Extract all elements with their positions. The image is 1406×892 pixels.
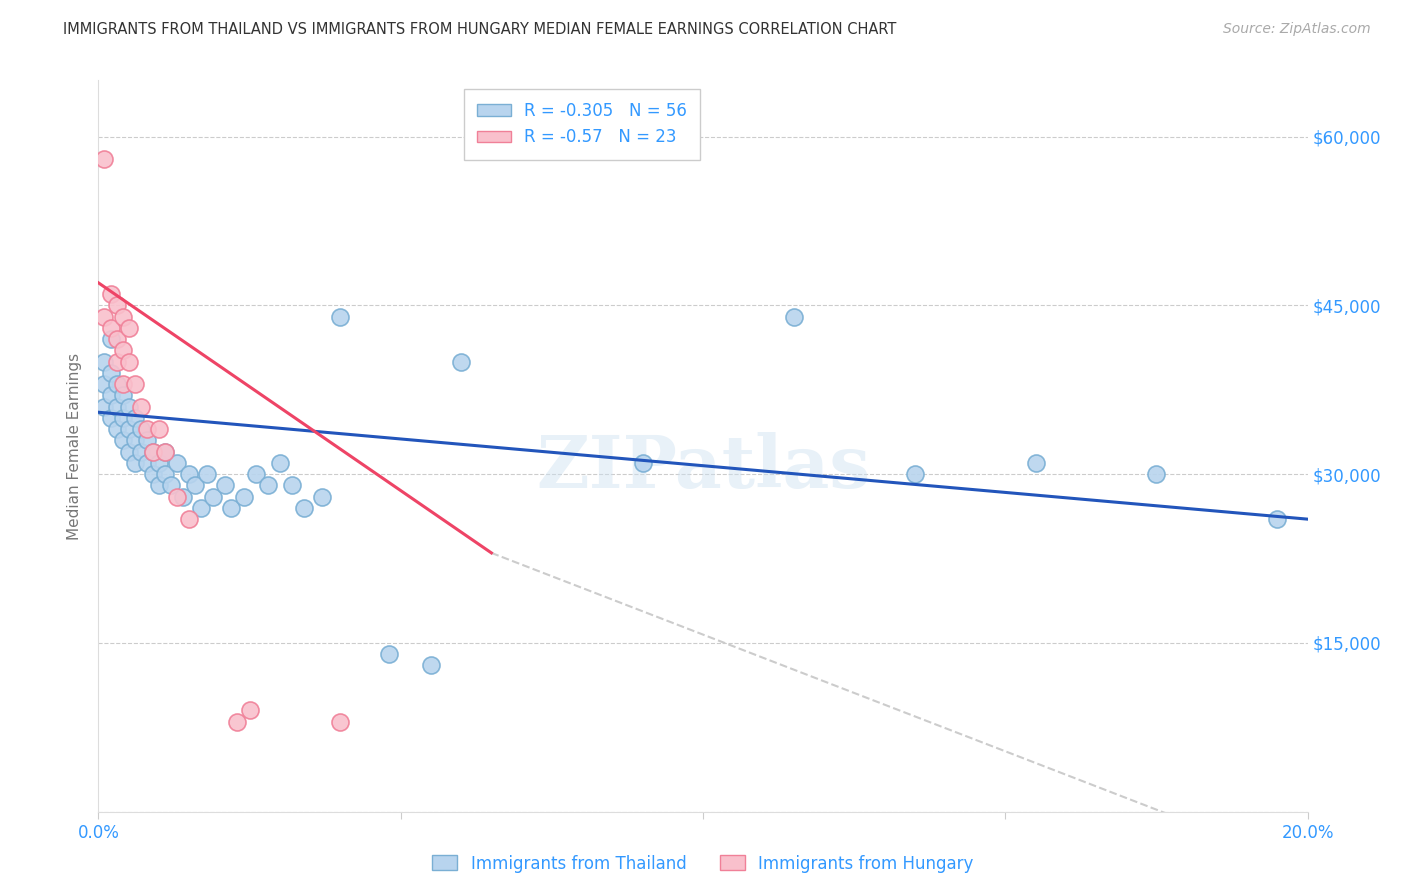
Point (124, 456, 146, 470)
Point (783, 310, 806, 324)
Point (179, 467, 201, 482)
Point (135, 434, 157, 448)
Point (118, 444, 141, 458)
Point (142, 444, 165, 458)
Point (129, 422, 152, 436)
Point (904, 467, 927, 482)
Legend: Immigrants from Thailand, Immigrants from Hungary: Immigrants from Thailand, Immigrants fro… (426, 848, 980, 880)
Point (221, 500, 243, 515)
Point (111, 388, 134, 402)
Point (100, 321, 122, 335)
Text: IMMIGRANTS FROM THAILAND VS IMMIGRANTS FROM HUNGARY MEDIAN FEMALE EARNINGS CORRE: IMMIGRANTS FROM THAILAND VS IMMIGRANTS F… (63, 22, 897, 37)
Point (292, 500, 315, 515)
Point (105, 422, 128, 436)
Point (1144, 467, 1167, 482)
Point (142, 467, 165, 482)
Point (450, 354, 472, 368)
Point (179, 512, 201, 526)
Point (93, 310, 115, 324)
Point (329, 310, 352, 324)
Point (420, 658, 443, 673)
Point (195, 467, 218, 482)
Point (105, 332, 128, 346)
Point (100, 388, 122, 402)
Point (1024, 456, 1046, 470)
Point (172, 490, 194, 504)
Point (100, 287, 122, 301)
Point (245, 467, 267, 482)
Point (166, 490, 188, 504)
Point (93, 152, 115, 166)
Point (111, 310, 134, 324)
Point (118, 321, 141, 335)
Point (153, 444, 176, 458)
Point (190, 500, 212, 515)
Point (111, 377, 134, 392)
Point (184, 478, 207, 492)
Point (148, 422, 170, 436)
Point (166, 456, 188, 470)
Point (269, 456, 291, 470)
Point (148, 456, 170, 470)
Point (142, 444, 165, 458)
Point (135, 456, 157, 470)
Point (232, 490, 254, 504)
Point (111, 434, 134, 448)
Point (118, 400, 141, 414)
Point (93, 377, 115, 392)
Point (105, 377, 128, 392)
Point (105, 354, 128, 368)
Point (329, 714, 352, 729)
Point (256, 478, 278, 492)
Legend: R = -0.305   N = 56, R = -0.57   N = 23: R = -0.305 N = 56, R = -0.57 N = 23 (464, 88, 700, 160)
Point (93, 400, 115, 414)
Point (105, 298, 128, 312)
Point (281, 478, 304, 492)
Point (111, 343, 134, 358)
Point (124, 410, 146, 425)
Point (135, 422, 157, 436)
Point (160, 478, 183, 492)
Point (226, 714, 249, 729)
Point (153, 444, 176, 458)
Point (129, 400, 152, 414)
Point (153, 467, 176, 482)
Point (1267, 512, 1289, 526)
Point (100, 366, 122, 380)
Point (377, 647, 399, 661)
Point (202, 490, 225, 504)
Text: ZIPatlas: ZIPatlas (536, 433, 870, 503)
Point (118, 354, 141, 368)
Point (124, 377, 146, 392)
Point (93, 354, 115, 368)
Point (105, 400, 128, 414)
Text: Source: ZipAtlas.com: Source: ZipAtlas.com (1223, 22, 1371, 37)
Point (631, 456, 654, 470)
Point (129, 444, 152, 458)
Point (124, 434, 146, 448)
Point (148, 478, 170, 492)
Point (118, 422, 141, 436)
Point (311, 490, 333, 504)
Y-axis label: Median Female Earnings: Median Female Earnings (67, 352, 83, 540)
Point (111, 410, 134, 425)
Point (100, 410, 122, 425)
Point (100, 332, 122, 346)
Point (214, 478, 236, 492)
Point (239, 703, 262, 717)
